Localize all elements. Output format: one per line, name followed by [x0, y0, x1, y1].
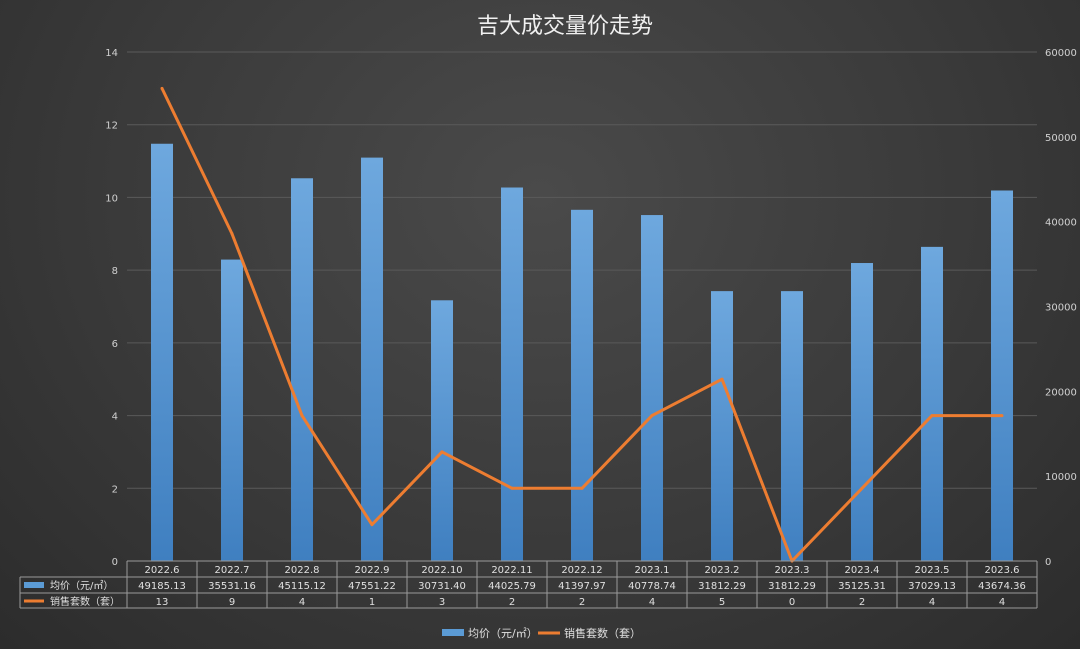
table-cell-count: 13: [156, 597, 169, 608]
table-row-header: 均价（元/㎡）: [50, 580, 113, 592]
table-cell-price: 31812.29: [698, 581, 746, 592]
table-cell-count: 4: [649, 597, 655, 608]
x-axis-category-label: 2023.2: [705, 565, 740, 576]
table-cell-count: 2: [509, 597, 515, 608]
line-point: [160, 86, 164, 90]
left-axis-tick-label: 2: [112, 484, 118, 495]
x-axis-category-label: 2022.10: [421, 565, 462, 576]
x-axis-category-label: 2023.3: [775, 565, 810, 576]
table-legend-key-bar: [24, 582, 44, 588]
line-point: [510, 486, 514, 490]
table-cell-count: 1: [369, 597, 375, 608]
table-cell-count: 4: [299, 597, 305, 608]
right-axis-tick-label: 50000: [1045, 133, 1077, 144]
table-cell-count: 4: [999, 597, 1005, 608]
bar: [641, 215, 663, 561]
table-cell-count: 2: [579, 597, 585, 608]
x-axis-category-label: 2023.5: [915, 565, 950, 576]
legend: 均价（元/㎡） 销售套数（套）: [442, 626, 641, 640]
table-cell-count: 9: [229, 597, 235, 608]
x-axis-category-label: 2022.12: [561, 565, 602, 576]
line-point: [650, 414, 654, 418]
line-point: [300, 414, 304, 418]
bar: [851, 263, 873, 561]
table-cell-count: 0: [789, 597, 795, 608]
table-cell-price: 49185.13: [138, 581, 186, 592]
table-cell-price: 35125.31: [838, 581, 886, 592]
bar: [501, 187, 523, 562]
line-series: [160, 86, 1004, 563]
bar: [571, 209, 593, 561]
bar: [151, 143, 173, 561]
legend-label-bar: 均价（元/㎡）: [468, 627, 538, 640]
table-cell-price: 40778.74: [628, 581, 676, 592]
line-point: [440, 450, 444, 454]
table-cell-price: 37029.13: [908, 581, 956, 592]
x-axis-category-label: 2022.11: [491, 565, 532, 576]
table-cell-count: 2: [859, 597, 865, 608]
left-axis-tick-label: 12: [105, 121, 118, 132]
bar: [781, 291, 803, 561]
table-cell-price: 30731.40: [418, 581, 466, 592]
left-axis-tick-label: 10: [105, 193, 118, 204]
bar: [221, 259, 243, 561]
left-axis-tick-label: 4: [112, 412, 118, 423]
line-point: [720, 377, 724, 381]
x-axis-category-label: 2022.9: [355, 565, 390, 576]
bar: [431, 300, 453, 561]
line-point: [1000, 414, 1004, 418]
left-axis-tick-label: 0: [112, 557, 118, 568]
line-point: [230, 232, 234, 236]
right-axis-tick-label: 60000: [1045, 48, 1077, 59]
legend-label-line: 销售套数（套）: [564, 626, 641, 640]
right-axis-tick-label: 30000: [1045, 303, 1077, 314]
x-axis-category-label: 2023.6: [985, 565, 1020, 576]
table-cell-price: 41397.97: [558, 581, 606, 592]
right-axis-tick-label: 20000: [1045, 387, 1077, 398]
left-axis-tick-label: 8: [112, 266, 118, 277]
x-axis-category-label: 2022.7: [215, 565, 250, 576]
x-axis-category-label: 2022.8: [285, 565, 320, 576]
chart-title: 吉大成交量价走势: [477, 14, 653, 39]
line-point: [930, 414, 934, 418]
right-axis-tick-label: 10000: [1045, 472, 1077, 483]
left-axis-tick-label: 6: [112, 339, 118, 350]
data-table: 2022.6 2022.7 2022.8 2022.9 2022.10 2022.11 20…: [19, 560, 1038, 609]
table-cell-price: 43674.36: [978, 581, 1026, 592]
legend-key-bar: [442, 629, 464, 636]
x-axis-category-label: 2023.4: [845, 565, 880, 576]
line-point: [860, 486, 864, 490]
bar: [361, 157, 383, 561]
table-cell-price: 45115.12: [278, 581, 326, 592]
left-axis-tick-label: 14: [105, 48, 118, 59]
bar: [291, 178, 313, 562]
bar-series: [151, 143, 1013, 562]
line-point: [580, 486, 584, 490]
table-cell-price: 47551.22: [348, 581, 396, 592]
line-point: [370, 523, 374, 527]
table-row-header: 销售套数（套）: [50, 595, 120, 608]
bar: [991, 190, 1013, 561]
right-axis-tick-label: 0: [1045, 557, 1051, 568]
x-axis-category-label: 2023.1: [635, 565, 670, 576]
table-cell-price: 31812.29: [768, 581, 816, 592]
right-axis: 0 10000 20000 30000 40000 50000 60000: [1045, 48, 1077, 568]
table-cell-count: 5: [719, 597, 725, 608]
bar: [921, 246, 943, 561]
table-cell-price: 35531.16: [208, 581, 256, 592]
table-cell-count: 3: [439, 597, 445, 608]
bar: [711, 291, 733, 561]
table-cell-count: 4: [929, 597, 935, 608]
x-axis-category-label: 2022.6: [145, 565, 180, 576]
left-axis: 0 2 4 6 8 10 12 14: [105, 48, 118, 568]
right-axis-tick-label: 40000: [1045, 218, 1077, 229]
table-cell-price: 44025.79: [488, 581, 536, 592]
